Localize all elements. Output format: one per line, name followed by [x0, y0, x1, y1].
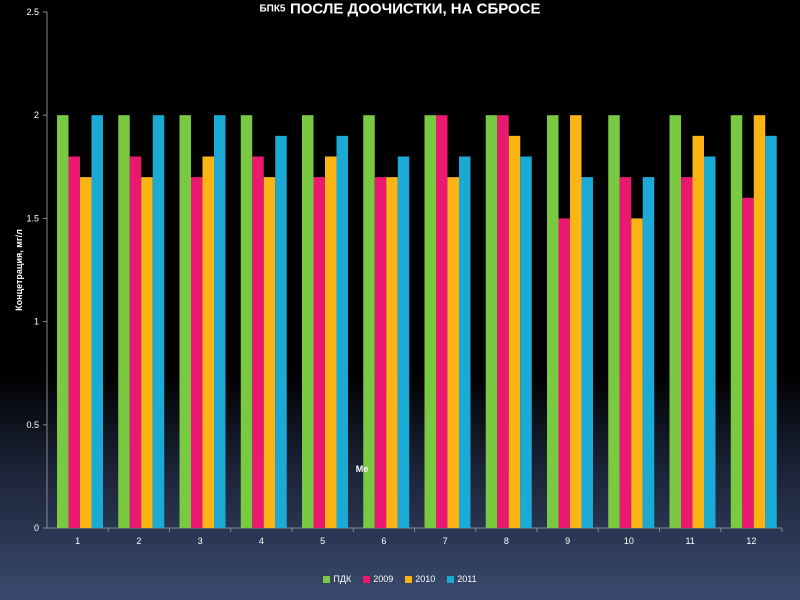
- chart-title-prefix: БПК5: [259, 3, 286, 15]
- bar-ПДК-2: [118, 115, 130, 528]
- x-tick-label: 6: [381, 536, 386, 546]
- bar-2011-6: [397, 156, 410, 529]
- y-tick-label: 2: [34, 110, 39, 120]
- bar-2011-11: [704, 156, 716, 529]
- bar-2009-11: [681, 177, 693, 528]
- y-tick-label: 1.5: [26, 213, 39, 223]
- chart-title: БПК5 ПОСЛЕ ДООЧИСТКИ, НА СБРОСЕ: [0, 0, 800, 26]
- bar-2010-3: [202, 156, 214, 529]
- x-tick-label: 8: [504, 536, 509, 546]
- legend-swatch: [405, 576, 413, 584]
- bar-2009-12: [742, 197, 754, 528]
- bar-ПДК-6: [363, 115, 375, 528]
- bar-2009-3: [191, 177, 203, 528]
- bar-ПДК-4: [240, 115, 253, 528]
- bar-2010-11: [692, 135, 704, 528]
- bar-ПДК-12: [730, 115, 743, 528]
- legend-label: 2009: [373, 574, 394, 584]
- x-tick-label: 7: [443, 536, 448, 546]
- y-tick-label: 0.5: [26, 420, 39, 430]
- bar-2011-2: [152, 115, 165, 528]
- x-tick-label: 4: [259, 536, 264, 546]
- bar-2009-10: [619, 177, 632, 528]
- y-axis-label: Концетрация, мг/л: [14, 229, 24, 311]
- bar-2009-6: [374, 177, 387, 528]
- legend-label: 2011: [457, 574, 477, 584]
- bar-2010-6: [386, 177, 398, 528]
- bar-2010-12: [753, 115, 766, 528]
- bar-2011-4: [275, 135, 287, 528]
- x-tick-label: 9: [565, 536, 570, 546]
- bar-2009-5: [313, 177, 325, 528]
- bar-2010-9: [570, 115, 582, 528]
- bar-ПДК-3: [179, 115, 191, 528]
- x-tick-label: 12: [746, 536, 756, 546]
- legend-item: 2009: [363, 574, 393, 584]
- bar-2009-9: [558, 218, 570, 528]
- legend-item: 2010: [405, 574, 435, 584]
- bar-ПДК-7: [424, 115, 436, 528]
- legend-swatch: [447, 576, 455, 584]
- bar-2011-3: [214, 115, 226, 528]
- bar-2010-10: [631, 218, 643, 528]
- chart-title-main: ПОСЛЕ ДООЧИСТКИ, НА СБРОСЕ: [289, 0, 541, 18]
- y-tick-label: 2.5: [26, 7, 39, 17]
- bar-ПДК-9: [547, 115, 559, 528]
- bar-ПДК-11: [669, 115, 681, 528]
- y-tick-label: 1: [34, 317, 39, 327]
- x-axis-label: Ме: [356, 464, 369, 474]
- bar-2011-12: [765, 135, 777, 528]
- bar-ПДК-1: [57, 115, 69, 528]
- x-tick-label: 5: [320, 536, 325, 546]
- legend-swatch: [323, 576, 331, 584]
- bar-2010-4: [263, 177, 276, 528]
- x-tick-label: 1: [75, 536, 80, 546]
- bar-2010-1: [80, 177, 92, 528]
- legend-item: ПДК: [323, 574, 351, 584]
- x-tick-label: 2: [136, 536, 141, 546]
- bar-2011-5: [336, 135, 348, 528]
- bar-ПДК-5: [302, 115, 314, 528]
- bar-2009-4: [252, 156, 264, 529]
- bar-2010-7: [447, 177, 459, 528]
- legend-label: ПДК: [333, 574, 352, 584]
- bar-2009-2: [129, 156, 142, 529]
- legend-item: 2011: [447, 574, 477, 584]
- legend-swatch: [363, 576, 371, 584]
- bar-2010-5: [325, 156, 337, 529]
- x-tick-label: 11: [685, 536, 694, 546]
- bar-2010-2: [141, 177, 153, 528]
- bar-ПДК-8: [485, 115, 498, 528]
- x-tick-label: 3: [198, 536, 203, 546]
- legend-label: 2010: [415, 574, 436, 584]
- bar-2011-10: [642, 177, 655, 528]
- bar-2011-8: [520, 156, 532, 529]
- bar-2009-7: [436, 115, 448, 528]
- bar-2010-8: [508, 135, 521, 528]
- chart-legend: ПДК 2009 2010 2011: [0, 574, 800, 584]
- x-tick-label: 10: [624, 536, 634, 546]
- bar-2009-1: [68, 156, 80, 529]
- bar-2011-7: [459, 156, 471, 529]
- bar-2009-8: [497, 115, 509, 528]
- bar-2011-9: [581, 177, 593, 528]
- y-tick-label: 0: [34, 523, 39, 533]
- bar-ПДК-10: [608, 115, 620, 528]
- bar-2011-1: [91, 115, 103, 528]
